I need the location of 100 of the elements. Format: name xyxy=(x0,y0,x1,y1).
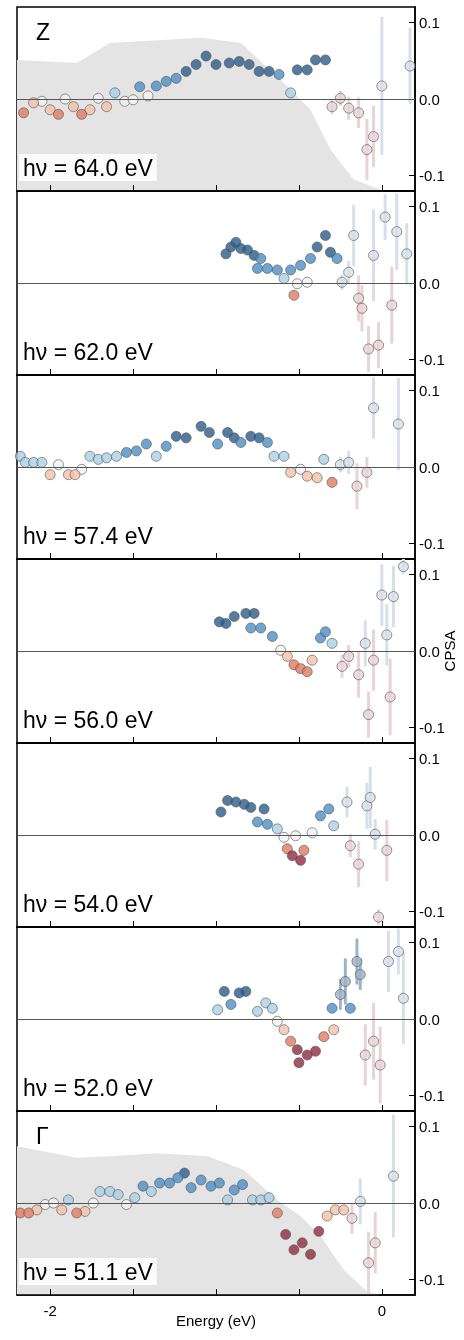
point xyxy=(301,64,313,76)
point xyxy=(398,561,409,573)
point xyxy=(271,1207,283,1219)
point xyxy=(222,1194,234,1206)
point xyxy=(203,427,215,438)
point xyxy=(353,858,365,870)
annotation: hν = 57.4 eV xyxy=(23,522,154,549)
point xyxy=(343,650,355,662)
y-tick-label: 0.0 xyxy=(419,826,440,844)
point xyxy=(285,1035,297,1047)
annotation: hν = 52.0 eV xyxy=(23,1074,154,1101)
point xyxy=(205,1180,217,1192)
y-tick-label: 0.1 xyxy=(419,197,440,215)
point xyxy=(36,457,48,468)
point xyxy=(253,432,265,444)
annotation: Γ xyxy=(36,1122,49,1149)
point xyxy=(351,480,363,492)
point xyxy=(278,1024,290,1036)
point xyxy=(235,437,247,448)
point xyxy=(325,246,336,258)
point xyxy=(348,230,360,241)
point xyxy=(134,81,146,93)
point xyxy=(311,241,323,253)
point xyxy=(84,104,96,116)
y-tick-label: 0.0 xyxy=(419,1010,440,1028)
point xyxy=(268,450,280,462)
point xyxy=(160,440,172,452)
point xyxy=(76,108,88,120)
point xyxy=(278,450,290,462)
point xyxy=(368,654,379,666)
point xyxy=(180,66,192,77)
y-tick-label: 0.0 xyxy=(419,274,440,292)
point xyxy=(368,402,379,414)
point xyxy=(353,669,365,681)
point xyxy=(321,1210,333,1222)
y-tick-label: -0.1 xyxy=(419,719,445,737)
point xyxy=(336,660,348,672)
point xyxy=(301,1049,313,1061)
point xyxy=(293,1057,305,1069)
point xyxy=(172,1172,184,1184)
y-tick-label: -0.1 xyxy=(419,535,445,553)
point xyxy=(379,211,391,223)
point xyxy=(320,230,331,241)
point xyxy=(44,469,56,481)
point xyxy=(142,90,154,102)
point xyxy=(213,1177,225,1189)
point xyxy=(220,248,232,260)
point xyxy=(160,75,172,87)
annotation: hν = 56.0 eV xyxy=(23,706,154,733)
point xyxy=(44,104,56,116)
point xyxy=(129,1192,141,1204)
point xyxy=(323,803,335,815)
point xyxy=(210,59,222,70)
annotation: hν = 64.0 eV xyxy=(23,154,154,181)
point xyxy=(212,438,224,450)
point xyxy=(328,1024,340,1036)
point xyxy=(318,1031,330,1043)
point xyxy=(404,60,416,72)
x-tick-label: 0 xyxy=(377,1302,387,1319)
point xyxy=(384,691,396,703)
point xyxy=(386,299,398,311)
point xyxy=(361,466,373,478)
point xyxy=(285,264,297,276)
point xyxy=(341,796,353,808)
point xyxy=(296,1237,308,1249)
y-tick-label: -0.1 xyxy=(419,167,445,185)
point xyxy=(84,450,96,462)
point xyxy=(266,1002,278,1014)
point xyxy=(356,302,368,314)
point xyxy=(353,292,365,304)
point xyxy=(363,1257,374,1269)
point xyxy=(346,1212,358,1224)
point xyxy=(200,50,212,62)
point xyxy=(398,992,409,1004)
point xyxy=(343,457,355,468)
point xyxy=(291,64,303,76)
y-tick-label: -0.1 xyxy=(419,903,445,921)
point xyxy=(218,986,230,997)
point xyxy=(368,131,379,142)
point xyxy=(326,637,338,649)
point xyxy=(262,818,273,830)
point xyxy=(223,57,235,69)
point xyxy=(69,469,81,481)
y-tick-label: 0.1 xyxy=(419,13,440,31)
point xyxy=(310,1045,321,1057)
point xyxy=(245,802,257,813)
point xyxy=(263,66,275,77)
point xyxy=(291,1044,303,1056)
point xyxy=(164,1177,175,1189)
point xyxy=(255,253,267,264)
annotation: Z xyxy=(36,18,51,45)
point xyxy=(331,253,343,264)
point xyxy=(140,438,152,450)
point xyxy=(343,266,355,278)
point xyxy=(320,626,331,638)
y-tick-label: 0.0 xyxy=(419,90,440,108)
point xyxy=(18,107,30,119)
point xyxy=(170,430,182,442)
point xyxy=(338,1204,350,1216)
point xyxy=(240,986,252,997)
